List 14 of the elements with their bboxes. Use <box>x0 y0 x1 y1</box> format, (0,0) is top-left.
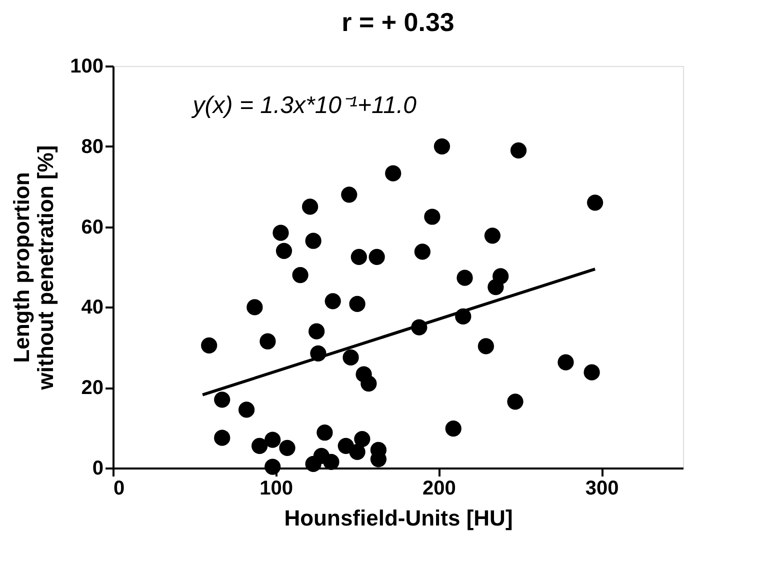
x-tick-label: 100 <box>260 478 294 500</box>
y-tick-label: 0 <box>92 458 104 480</box>
y-tick-label: 20 <box>81 377 104 400</box>
y-tick-label: 80 <box>81 136 104 158</box>
x-tick-label: 200 <box>422 478 456 500</box>
x-tick-label: 300 <box>585 478 619 500</box>
y-axis-title: Length proportion without penetration [%] <box>9 145 58 391</box>
y-tick-label: 100 <box>70 56 104 78</box>
x-tick-label: 0 <box>114 478 125 500</box>
y-tick-label: 60 <box>81 216 104 238</box>
x-axis-title: Hounsfield-Units [HU] <box>284 506 513 530</box>
y-tick-label: 40 <box>81 296 104 319</box>
chart-title: r = + 0.33 <box>342 7 454 37</box>
annotation: y(x) = 1.3x*10⁻¹+11.0 <box>190 92 418 120</box>
